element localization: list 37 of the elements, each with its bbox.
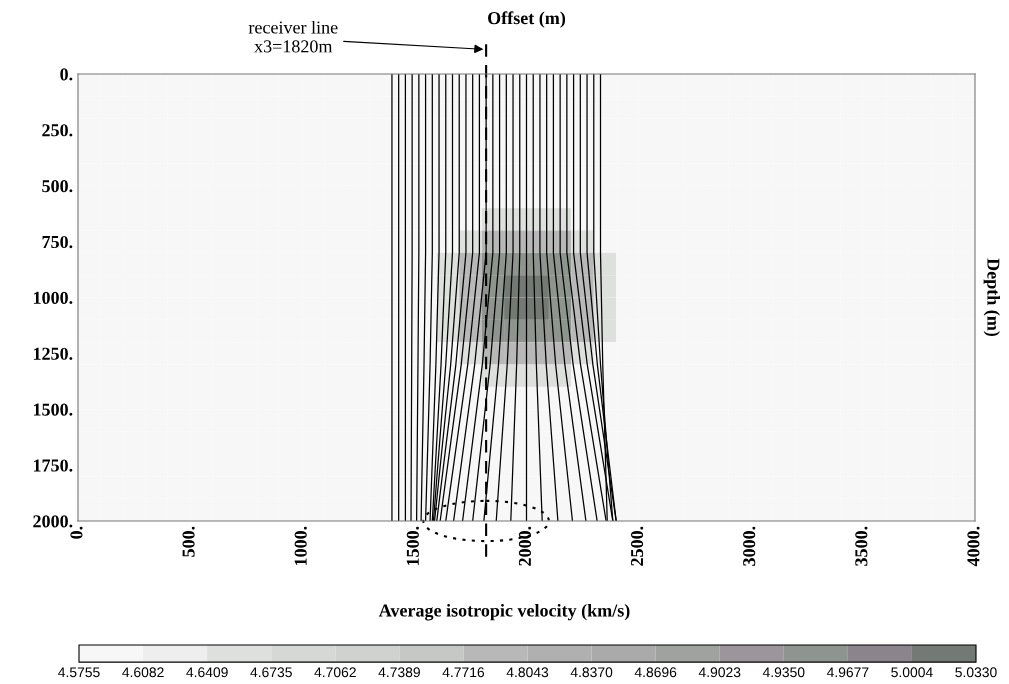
color-bar-label: 4.8696 xyxy=(634,667,677,678)
y-tick-label: 1250. xyxy=(33,347,73,360)
color-bar-label: 4.6735 xyxy=(250,667,292,678)
y-tick-label: 750. xyxy=(42,235,73,249)
color-bar-label: 4.5755 xyxy=(58,667,100,678)
x-tick-label: 1000. xyxy=(294,526,307,566)
x-tick-label: 1500. xyxy=(406,526,419,566)
color-bar-label: 4.8043 xyxy=(506,667,549,678)
ref-line-label: receiver line x3=1820m xyxy=(248,20,338,53)
x-tick-label: 2000. xyxy=(518,526,532,566)
y-tick-label: 1000. xyxy=(33,291,73,305)
x-tick-label: 4000. xyxy=(967,526,980,567)
color-bar-label: 5.0330 xyxy=(955,667,997,678)
x-tick-label: 3000. xyxy=(743,526,756,566)
y-tick-label: 500. xyxy=(42,180,73,193)
x-axis-title: Offset (m) xyxy=(488,11,566,28)
color-bar-label: 4.9023 xyxy=(698,667,741,678)
y-tick-label: 2000. xyxy=(33,515,73,528)
color-bar-label: 4.6409 xyxy=(186,667,228,678)
color-bar-title: Average isotropic velocity (km/s) xyxy=(378,603,630,621)
y-tick-label: 1750. xyxy=(33,459,73,472)
color-bar-label: 4.8370 xyxy=(570,667,613,678)
color-bar-label: 4.7716 xyxy=(442,667,485,678)
y-axis-title: Depth (m) xyxy=(983,258,1000,337)
color-bar-label: 4.6082 xyxy=(122,667,164,678)
color-bar-label: 5.0004 xyxy=(891,667,933,678)
y-tick-label: 250. xyxy=(42,124,73,137)
color-bar-label: 4.7389 xyxy=(378,667,420,678)
color-bar-label: 4.9677 xyxy=(826,667,869,678)
color-bar-label: 4.7062 xyxy=(314,667,356,678)
x-tick-label: 3500. xyxy=(855,526,868,566)
y-tick-label: 0. xyxy=(60,68,73,81)
color-bar-label: 4.9350 xyxy=(762,667,805,678)
x-tick-label: 500. xyxy=(182,526,195,557)
x-tick-label: 0. xyxy=(70,526,83,539)
x-tick-label: 2500. xyxy=(630,526,644,566)
y-tick-label: 1500. xyxy=(33,403,73,416)
